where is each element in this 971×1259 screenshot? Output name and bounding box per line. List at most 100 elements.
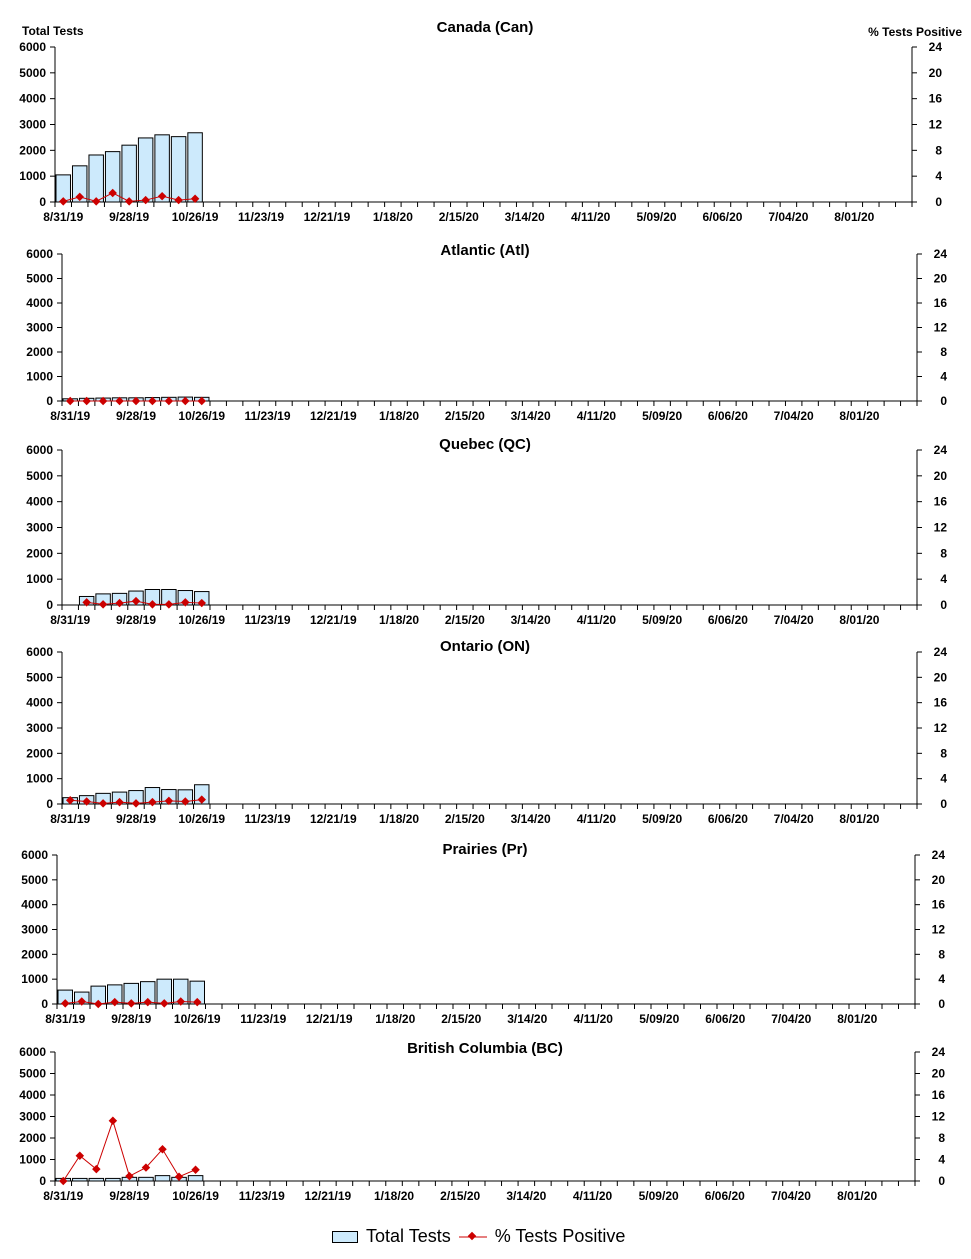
y-tick-label: 4000	[26, 696, 53, 710]
y2-tick-label: 12	[934, 521, 948, 535]
x-tick-label: 2/15/20	[445, 409, 485, 423]
y-tick-label: 0	[39, 1174, 46, 1188]
x-tick-label: 3/14/20	[507, 1012, 547, 1026]
x-tick-label: 6/06/20	[708, 409, 748, 423]
y2-tick-label: 20	[929, 66, 943, 80]
y2-tick-label: 20	[932, 1067, 946, 1081]
positive-point	[197, 396, 207, 406]
x-tick-label: 12/21/19	[310, 409, 357, 423]
y-tick-label: 0	[46, 598, 53, 612]
x-tick-label: 6/06/20	[705, 1189, 745, 1203]
y2-tick-label: 4	[938, 1153, 945, 1167]
x-tick-label: 2/15/20	[445, 812, 485, 826]
y-tick-label: 2000	[26, 345, 53, 359]
chart-title: Atlantic (Atl)	[440, 242, 529, 259]
x-tick-label: 8/01/20	[834, 210, 874, 224]
x-tick-label: 1/18/20	[375, 1012, 415, 1026]
x-tick-label: 8/01/20	[839, 613, 879, 627]
positive-point	[164, 396, 174, 406]
y-tick-label: 1000	[26, 772, 53, 786]
y-tick-label: 2000	[19, 143, 46, 157]
y2-tick-label: 0	[938, 997, 945, 1011]
y-tick-label: 3000	[21, 923, 48, 937]
y-tick-label: 3000	[26, 321, 53, 335]
y2-tick-label: 4	[940, 572, 947, 586]
y2-tick-label: 16	[929, 92, 943, 106]
y-tick-label: 5000	[26, 272, 53, 286]
bar	[137, 137, 154, 203]
x-tick-label: 3/14/20	[511, 409, 551, 423]
x-tick-label: 5/09/20	[642, 409, 682, 423]
x-tick-label: 10/26/19	[172, 210, 219, 224]
left-axis-label: Total Tests	[22, 24, 84, 38]
x-tick-label: 8/31/19	[45, 1012, 85, 1026]
y-tick-label: 1000	[19, 169, 46, 183]
bar	[154, 1175, 171, 1182]
chart-2: Quebec (QC) 0 1000 2000 3000 4000 5000 6000 0 4 8 1…	[26, 436, 947, 627]
x-tick-label: 10/26/19	[174, 1012, 221, 1026]
positive-point	[65, 396, 75, 406]
x-tick-label: 1/18/20	[379, 613, 419, 627]
y2-tick-label: 16	[934, 296, 948, 310]
x-tick-label: 7/04/20	[771, 1012, 811, 1026]
y2-tick-label: 12	[932, 1110, 946, 1124]
x-tick-label: 9/28/19	[116, 812, 156, 826]
y-tick-label: 4000	[19, 92, 46, 106]
y2-tick-label: 12	[934, 321, 948, 335]
y-tick-label: 4000	[26, 495, 53, 509]
positive-point	[115, 396, 124, 406]
x-tick-label: 2/15/20	[440, 1189, 480, 1203]
y2-tick-label: 24	[934, 645, 948, 659]
x-tick-label: 9/28/19	[109, 1189, 149, 1203]
x-tick-label: 6/06/20	[708, 812, 748, 826]
chart-title: Prairies (Pr)	[442, 841, 527, 858]
y2-tick-label: 12	[929, 118, 943, 132]
y2-tick-label: 24	[929, 40, 943, 54]
x-tick-label: 4/11/20	[577, 812, 617, 826]
x-tick-label: 11/23/19	[244, 812, 290, 826]
x-tick-label: 12/21/19	[310, 812, 357, 826]
y2-tick-label: 20	[934, 272, 948, 286]
y-tick-label: 6000	[26, 645, 53, 659]
y-tick-label: 0	[39, 195, 46, 209]
y-tick-label: 6000	[21, 848, 48, 862]
y2-tick-label: 20	[932, 873, 946, 887]
x-tick-label: 7/04/20	[774, 613, 814, 627]
y2-tick-label: 24	[932, 848, 946, 862]
y-tick-label: 3000	[19, 1110, 46, 1124]
bar	[88, 154, 104, 203]
x-tick-label: 8/31/19	[50, 613, 90, 627]
x-tick-label: 5/09/20	[642, 812, 682, 826]
x-tick-label: 10/26/19	[178, 812, 225, 826]
chart-title: Ontario (ON)	[440, 638, 530, 655]
y2-tick-label: 4	[940, 772, 947, 786]
x-tick-label: 8/01/20	[839, 409, 879, 423]
x-tick-label: 1/18/20	[379, 409, 419, 423]
x-tick-label: 7/04/20	[768, 210, 808, 224]
positive-point	[75, 192, 84, 202]
x-tick-label: 9/28/19	[111, 1012, 151, 1026]
y2-tick-label: 16	[934, 495, 948, 509]
x-tick-label: 5/09/20	[642, 613, 682, 627]
positive-point	[124, 197, 134, 206]
x-tick-label: 7/04/20	[771, 1189, 811, 1203]
legend: Total Tests % Tests Positive	[332, 1226, 625, 1247]
right-axis-label: % Tests Positive	[868, 25, 962, 39]
y2-tick-label: 4	[940, 370, 947, 384]
y-tick-label: 1000	[26, 370, 53, 384]
positive-point	[82, 396, 91, 406]
y2-tick-label: 0	[935, 195, 942, 209]
y-tick-label: 5000	[19, 66, 46, 80]
y-tick-label: 1000	[19, 1153, 46, 1167]
y-tick-label: 5000	[26, 469, 53, 483]
x-tick-label: 5/09/20	[639, 1189, 679, 1203]
positive-point	[141, 195, 150, 205]
y2-tick-label: 0	[940, 598, 947, 612]
x-tick-label: 11/23/19	[240, 1012, 286, 1026]
x-tick-label: 4/11/20	[574, 1012, 614, 1026]
y2-tick-label: 24	[932, 1045, 946, 1059]
x-tick-label: 5/09/20	[637, 210, 677, 224]
x-tick-label: 8/31/19	[50, 409, 90, 423]
x-tick-label: 3/14/20	[511, 613, 551, 627]
x-tick-label: 4/11/20	[577, 613, 617, 627]
